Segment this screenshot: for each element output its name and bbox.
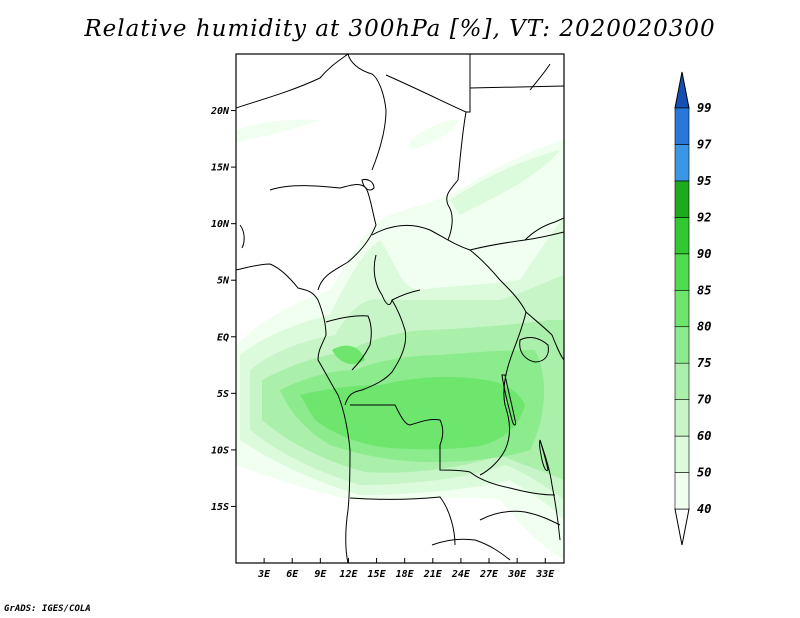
colorbar-label: 40 bbox=[697, 502, 711, 516]
lon-tick-label: 15E bbox=[368, 569, 387, 580]
colorbar-box bbox=[674, 217, 690, 255]
lon-tick-label: 27E bbox=[479, 569, 499, 580]
border-cameroon-car bbox=[371, 224, 501, 281]
lake-chad bbox=[361, 179, 375, 191]
border-cameroon-east bbox=[373, 254, 421, 306]
colorbar-label: 99 bbox=[697, 101, 711, 115]
colorbar-box bbox=[674, 472, 690, 510]
lon-tick-label: 33E bbox=[535, 569, 555, 580]
lake-malawi bbox=[539, 439, 549, 471]
colorbar-label: 92 bbox=[697, 210, 711, 224]
colorbar-box bbox=[674, 362, 690, 400]
grads-credit: GrADS: IGES/COLA bbox=[4, 604, 91, 614]
border-tanzania bbox=[525, 311, 564, 361]
lat-tick-label: 20N bbox=[210, 106, 230, 117]
lon-tick-label: 21E bbox=[423, 569, 443, 580]
rh-contour-40-north bbox=[236, 119, 320, 142]
colorbar-box bbox=[674, 107, 690, 145]
map-frame bbox=[235, 53, 565, 564]
colorbar-label: 70 bbox=[697, 393, 711, 407]
lat-tick-label: EQ bbox=[217, 332, 229, 343]
lon-tick-label: 3E bbox=[257, 569, 271, 580]
border-drc-angola bbox=[350, 404, 471, 473]
colorbar-label: 90 bbox=[697, 247, 711, 261]
humidity-shading bbox=[236, 119, 564, 560]
lon-tick-label: 24E bbox=[451, 569, 471, 580]
lake-victoria bbox=[519, 337, 549, 363]
lake-volta bbox=[239, 224, 245, 249]
border-congo-drc bbox=[344, 299, 407, 406]
border-gabon-congo bbox=[325, 315, 372, 371]
colorbar-box bbox=[674, 435, 690, 473]
colorbar-label: 50 bbox=[697, 466, 711, 480]
lon-tick-label: 30E bbox=[507, 569, 527, 580]
colorbar-box bbox=[674, 144, 690, 182]
red-sea-coast bbox=[529, 63, 551, 91]
colorbar-label: 97 bbox=[697, 137, 712, 151]
colorbar: 40 50 60 70 75 80 85 90 92 95 97 99 bbox=[674, 71, 712, 546]
lake-tanganyika bbox=[501, 374, 517, 426]
map-title: Relative humidity at 300hPa [%], VT: 202… bbox=[84, 16, 716, 42]
lat-tick-label: 10N bbox=[211, 219, 230, 230]
lat-tick-label: 5N bbox=[217, 276, 230, 287]
border-angola-namibia bbox=[349, 496, 456, 546]
colorbar-box bbox=[674, 289, 690, 328]
border-nigeria bbox=[269, 184, 377, 291]
colorbar-min-triangle bbox=[674, 508, 690, 546]
border-libya-chad bbox=[385, 54, 471, 113]
colorbar-box bbox=[674, 326, 690, 364]
colorbar-max-triangle bbox=[674, 71, 690, 109]
country-borders bbox=[236, 54, 564, 563]
lat-tick-label: 15N bbox=[211, 163, 230, 174]
lon-tick-label: 12E bbox=[339, 569, 358, 580]
lat-tick-label: 5S bbox=[217, 389, 229, 400]
lat-tick-label: 15S bbox=[211, 502, 229, 513]
border-botswana bbox=[431, 538, 511, 561]
rh-contour-50-ne bbox=[450, 150, 560, 215]
border-zimbabwe bbox=[479, 510, 561, 526]
border-zambia bbox=[469, 471, 556, 496]
lat-axis: 20N 15N 10N 5N EQ 5S 10S 15S bbox=[210, 106, 236, 513]
lon-tick-label: 18E bbox=[396, 569, 415, 580]
colorbar-label: 75 bbox=[697, 356, 711, 370]
colorbar-box bbox=[674, 253, 690, 291]
colorbar-label: 80 bbox=[697, 320, 711, 334]
colorbar-box bbox=[674, 399, 690, 437]
border-niger-chad bbox=[347, 54, 387, 171]
border-chad-sudan bbox=[446, 111, 467, 241]
lon-axis: 3E 6E 9E 12E 15E 18E 21E 24E 27E 30E 33E bbox=[257, 558, 555, 580]
border-sudan-egypt bbox=[469, 85, 564, 89]
lon-tick-label: 6E bbox=[286, 569, 299, 580]
coastline-west-africa bbox=[236, 263, 351, 563]
border-sahara-north bbox=[236, 54, 349, 109]
border-drc-east bbox=[479, 279, 527, 476]
rh-contour-80-west bbox=[332, 345, 365, 365]
colorbar-label: 60 bbox=[697, 429, 711, 443]
colorbar-label: 95 bbox=[697, 174, 711, 188]
rh-contour-80 bbox=[300, 376, 525, 450]
rh-contour-40-ne bbox=[410, 119, 460, 150]
colorbar-label: 85 bbox=[697, 283, 711, 297]
lon-tick-label: 9E bbox=[314, 569, 327, 580]
border-ethiopia bbox=[524, 217, 564, 241]
colorbar-box bbox=[674, 180, 690, 218]
lat-tick-label: 10S bbox=[211, 445, 229, 456]
